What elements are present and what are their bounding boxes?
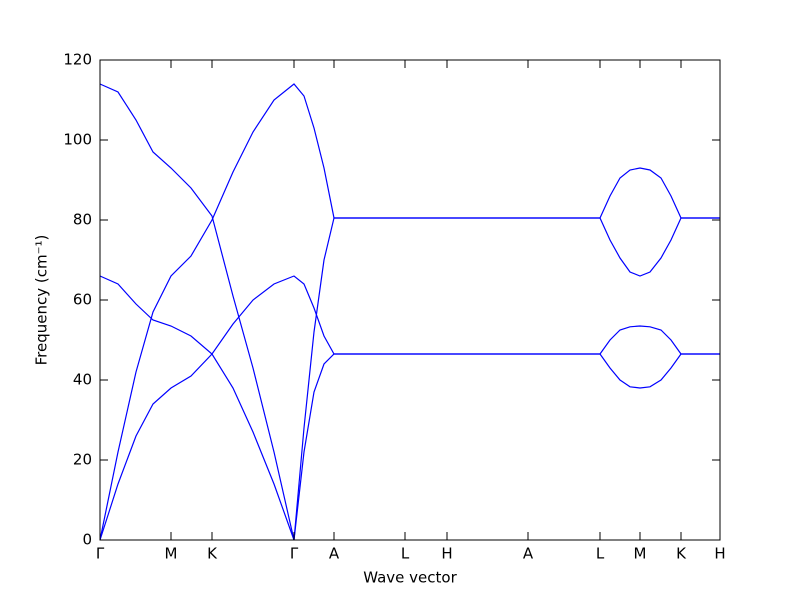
y-tick-label: 20 [73,451,92,469]
band-line [99,83,720,541]
x-tick-label: K [676,545,687,563]
x-tick-label: A [523,545,534,563]
x-tick-label: Γ [96,545,105,563]
y-axis-label: Frequency (cm⁻¹) [33,235,51,366]
y-tick-label: 120 [63,51,92,69]
band-line [99,275,720,541]
x-axis-label: Wave vector [363,569,457,587]
y-tick-label: 100 [63,131,92,149]
band-line [99,83,720,541]
y-tick-label: 40 [73,371,92,389]
y-tick-label: 0 [82,531,92,549]
x-tick-label: A [329,545,340,563]
x-tick-label: Γ [290,545,299,563]
x-tick-label: K [207,545,218,563]
y-tick-label: 80 [73,211,92,229]
x-tick-label: L [596,545,605,563]
y-tick-label: 60 [73,291,92,309]
band-line [99,275,720,541]
x-tick-label: H [714,545,725,563]
x-tick-label: M [165,545,178,563]
x-tick-label: L [401,545,410,563]
x-tick-label: M [634,545,647,563]
x-tick-label: H [441,545,452,563]
